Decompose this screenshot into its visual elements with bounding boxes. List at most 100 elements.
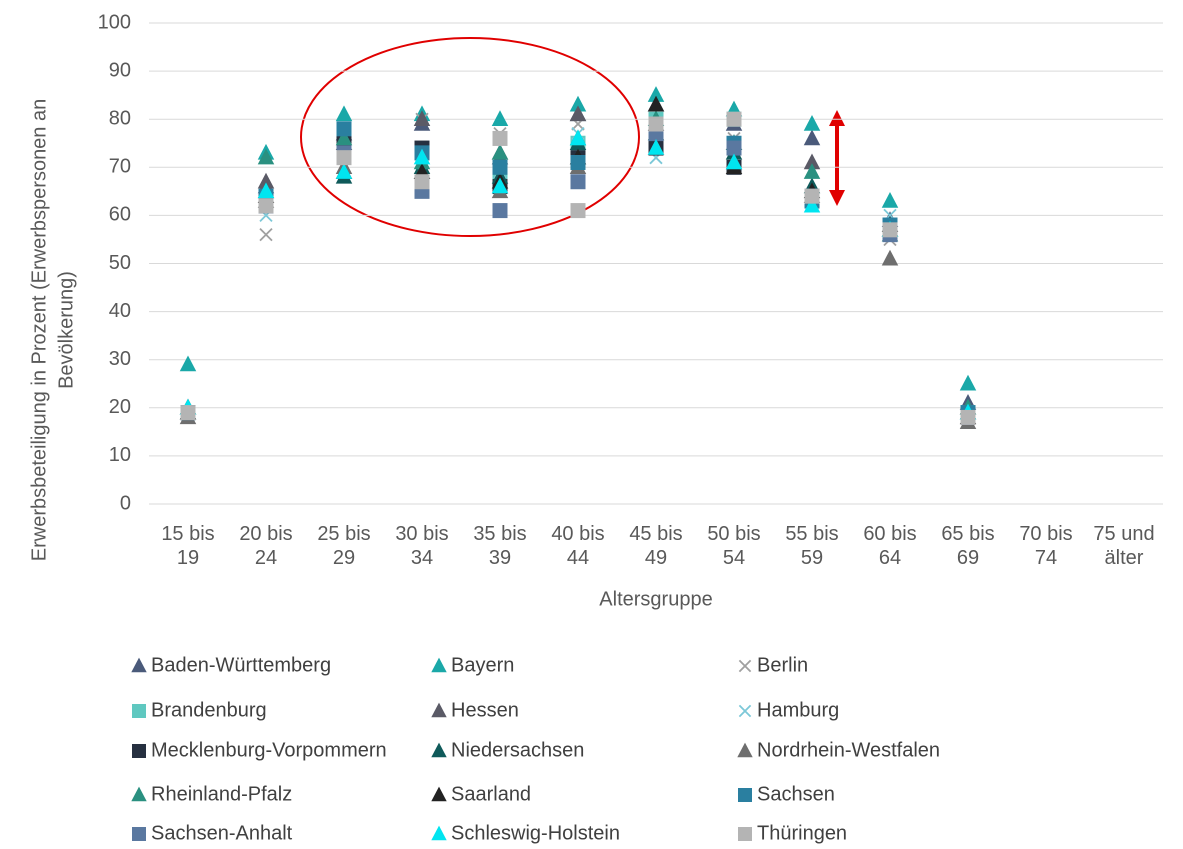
- legend-item: Niedersachsen: [431, 739, 584, 761]
- data-point: [647, 95, 665, 112]
- legend-label: Bayern: [451, 654, 514, 676]
- legend-label: Thüringen: [757, 822, 847, 844]
- legend-marker: [738, 704, 752, 718]
- data-point: [569, 129, 587, 146]
- data-point: [492, 130, 508, 146]
- legend-label: Niedersachsen: [451, 739, 584, 761]
- legend-item: Baden-Württemberg: [131, 654, 331, 676]
- legend-marker: [738, 659, 752, 673]
- data-point: [726, 111, 742, 127]
- x-tick-label: 25 bis 29: [317, 523, 370, 569]
- data-point: [570, 154, 586, 170]
- y-tick-label: 60: [109, 204, 131, 226]
- legend-item: Saarland: [431, 783, 531, 805]
- legend-label: Mecklenburg-Vorpommern: [151, 739, 387, 761]
- legend-label: Sachsen-Anhalt: [151, 822, 293, 844]
- x-tick-label: 40 bis 44: [551, 523, 604, 569]
- data-point: [726, 140, 742, 156]
- data-point: [569, 105, 587, 122]
- y-tick-label: 100: [98, 11, 131, 33]
- data-point: [336, 150, 352, 166]
- y-tick-label: 50: [109, 252, 131, 274]
- data-point: [414, 174, 430, 190]
- legend-label: Baden-Württemberg: [151, 654, 331, 676]
- legend-label: Rheinland-Pfalz: [151, 783, 292, 805]
- legend-marker: [431, 825, 447, 841]
- x-tick-label: 45 bis 49: [629, 523, 682, 569]
- legend-item: Sachsen: [738, 783, 835, 805]
- data-point: [413, 110, 431, 126]
- data-point: [179, 355, 197, 372]
- y-axis-title: Erwerbsbeteiligung in Prozent (Erwerbspe…: [29, 99, 78, 561]
- legend-label: Saarland: [451, 783, 531, 805]
- x-tick-label: 35 bis 39: [473, 523, 526, 569]
- x-tick-label: 20 bis 24: [239, 523, 292, 569]
- legend-marker: [737, 742, 753, 758]
- legend-item: Brandenburg: [132, 699, 267, 721]
- data-point: [803, 129, 821, 146]
- legend-item: Schleswig-Holstein: [431, 822, 620, 844]
- data-point: [647, 86, 665, 102]
- legend-marker: [132, 704, 146, 718]
- legend-label: Hessen: [451, 699, 519, 721]
- data-point: [491, 110, 509, 126]
- legend-item: Bayern: [431, 654, 514, 676]
- y-tick-label: 30: [109, 348, 131, 370]
- x-tick-label: 50 bis 54: [707, 523, 760, 569]
- data-point: [492, 203, 508, 219]
- data-point: [725, 153, 743, 170]
- legend-label: Sachsen: [757, 783, 835, 805]
- data-point: [648, 116, 664, 132]
- legend-item: Berlin: [738, 654, 808, 676]
- legend-item: Rheinland-Pfalz: [131, 783, 292, 805]
- data-point: [336, 121, 352, 137]
- x-axis-title: Altersgruppe: [599, 588, 712, 610]
- legend-marker: [131, 786, 147, 802]
- data-point: [257, 182, 275, 199]
- data-point: [959, 374, 977, 391]
- x-tick-label: 60 bis 64: [863, 523, 916, 569]
- data-point: [413, 148, 431, 165]
- data-point: [881, 249, 899, 266]
- data-point: [335, 105, 353, 122]
- data-point: [570, 203, 586, 219]
- x-tick-label: 75 und älter: [1093, 523, 1154, 569]
- legend-marker: [738, 827, 752, 841]
- data-point: [570, 174, 586, 190]
- legend-marker: [431, 702, 447, 718]
- legend-marker: [738, 788, 752, 802]
- data-point: [335, 163, 353, 179]
- highlight-ellipse: [300, 37, 640, 237]
- data-point: [491, 143, 509, 160]
- x-tick-label: 15 bis 19: [161, 523, 214, 569]
- x-tick-label: 30 bis 34: [395, 523, 448, 569]
- data-point: [492, 159, 508, 175]
- data-point: [569, 95, 587, 112]
- data-point: [803, 163, 821, 179]
- legend-item: Thüringen: [738, 822, 847, 844]
- legend-label: Berlin: [757, 654, 808, 676]
- data-point: [335, 129, 353, 146]
- x-tick-label: 55 bis 59: [785, 523, 838, 569]
- legend-item: Hessen: [431, 699, 519, 721]
- data-point: [803, 115, 821, 131]
- data-point: [804, 188, 820, 204]
- legend-item: Hamburg: [738, 699, 839, 721]
- data-point: [803, 196, 821, 213]
- x-tick-label: 65 bis 69: [941, 523, 994, 569]
- y-tick-label: 0: [120, 492, 131, 514]
- data-point: [259, 228, 273, 242]
- data-point: [882, 222, 898, 238]
- data-point: [491, 177, 509, 194]
- legend-label: Nordrhein-Westfalen: [757, 739, 940, 761]
- legend-marker: [431, 742, 447, 758]
- legend-item: Sachsen-Anhalt: [132, 822, 293, 844]
- legend-marker: [132, 744, 146, 758]
- data-point: [960, 409, 976, 425]
- y-tick-label: 10: [109, 444, 131, 466]
- legend-marker: [431, 786, 447, 802]
- data-point: [258, 198, 274, 214]
- legend-marker: [131, 657, 147, 673]
- y-tick-label: 70: [109, 156, 131, 178]
